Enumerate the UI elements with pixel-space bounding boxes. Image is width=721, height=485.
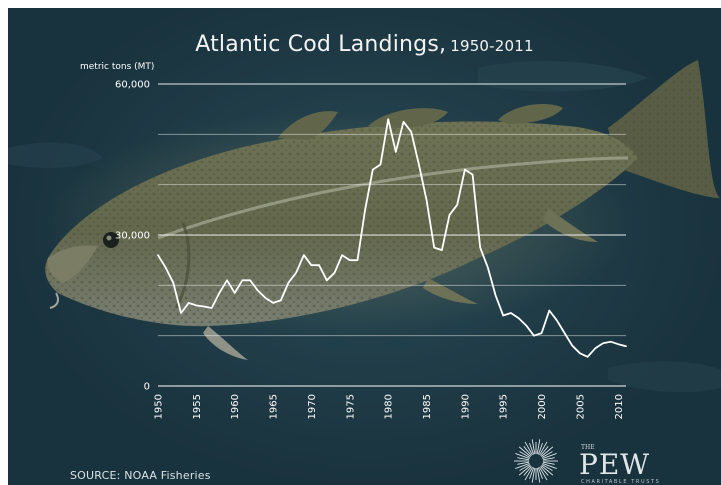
y-axis: 0 30,000 60,000 — [115, 80, 150, 393]
x-tick-label: 1955 — [192, 394, 203, 419]
gridlines — [158, 83, 626, 387]
x-tick-label: 1970 — [307, 394, 318, 419]
pew-logo-word: PEW — [579, 448, 651, 481]
x-tick-label: 1960 — [230, 394, 241, 419]
pew-logo-subtitle: CHARITABLE TRUSTS — [581, 479, 661, 485]
source-note: SOURCE: NOAA Fisheries — [70, 469, 211, 482]
x-tick-label: 1965 — [269, 394, 280, 419]
x-tick-label: 1995 — [499, 394, 510, 419]
y-axis-label: metric tons (MT) — [80, 62, 155, 72]
x-tick-label: 1950 — [154, 394, 165, 419]
chart-frame: Atlantic Cod Landings, 1950-2011 metric t… — [8, 8, 721, 485]
chart-title-text: Atlantic Cod Landings, — [195, 32, 447, 57]
series-lines — [157, 118, 627, 358]
chart-title: Atlantic Cod Landings, 1950-2011 — [8, 32, 721, 57]
x-tick-label: 1985 — [422, 394, 433, 419]
x-tick-label: 2010 — [614, 394, 625, 419]
x-tick-label: 2005 — [575, 394, 586, 419]
x-axis: 1950 1955 1960 1965 1970 1975 1980 1985 1990 1995… — [154, 394, 625, 419]
pew-logo-the: THE — [581, 444, 595, 451]
x-tick-label: 1975 — [345, 394, 356, 419]
y-tick-label: 0 — [144, 382, 150, 393]
pew-sunburst-icon — [514, 439, 558, 483]
x-tick-label: 2000 — [537, 394, 548, 419]
series-line — [157, 118, 627, 358]
y-tick-label: 30,000 — [115, 231, 150, 242]
x-tick-label: 1990 — [460, 394, 471, 419]
cod-fish-image — [8, 8, 721, 485]
x-tick-label: 1980 — [384, 394, 395, 419]
chart-title-years: 1950-2011 — [450, 37, 534, 55]
y-tick-label: 60,000 — [115, 80, 150, 91]
